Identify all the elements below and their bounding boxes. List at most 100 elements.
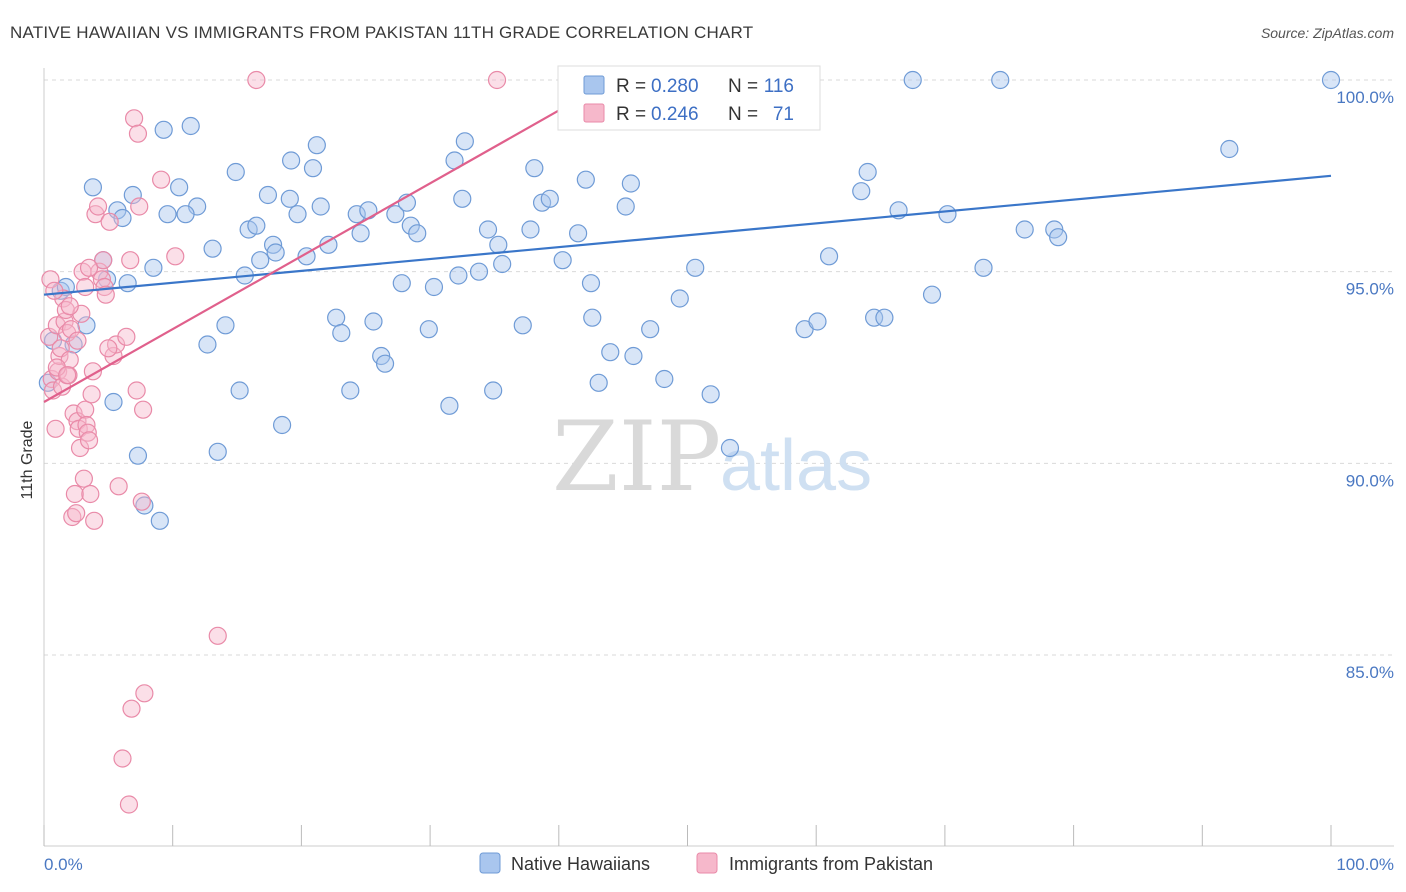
point-0-115 [819, 247, 839, 266]
point-0-49 [364, 312, 383, 331]
stats-legend-swatch-blue [583, 75, 605, 95]
point-1-57 [135, 684, 154, 703]
x-tick-label-end: 100.0% [1336, 855, 1394, 874]
point-1-34 [85, 511, 104, 530]
stats-legend-swatch-pink [583, 103, 605, 123]
y-axis-title: 11th Grade [19, 420, 36, 499]
watermark: ZIP atlas [552, 401, 872, 513]
axes [43, 68, 1394, 847]
point-0-65 [478, 220, 498, 239]
series-pakistan [40, 70, 507, 814]
point-0-75 [569, 224, 588, 243]
point-0-102 [922, 285, 942, 304]
bottom-legend: Native Hawaiians Immigrants from Pakista… [479, 852, 933, 874]
point-0-26 [226, 162, 245, 182]
point-1-28 [77, 415, 96, 435]
stats-legend: R = 0.280 N = 116 R = 0.246 N = 71 [557, 65, 821, 131]
point-0-77 [581, 274, 601, 293]
point-0-79 [589, 373, 608, 392]
point-0-105 [991, 70, 1010, 90]
point-1-16 [61, 320, 81, 339]
point-0-83 [624, 346, 643, 366]
point-0-114 [266, 243, 285, 262]
point-0-39 [303, 159, 323, 178]
point-0-64 [469, 262, 489, 281]
point-0-103 [938, 205, 957, 224]
point-0-74 [553, 251, 572, 270]
point-0-70 [521, 220, 540, 239]
point-0-66 [484, 381, 503, 400]
point-0-12 [123, 185, 142, 205]
y-tick-label-1: 90.0% [1346, 471, 1394, 490]
point-1-31 [81, 484, 100, 504]
point-1-19 [65, 484, 84, 504]
point-0-59 [440, 396, 459, 415]
point-0-76 [576, 170, 595, 189]
point-0-9 [104, 392, 123, 412]
point-0-47 [351, 224, 370, 243]
grid [44, 79, 1394, 656]
point-0-53 [392, 274, 411, 293]
point-0-45 [341, 381, 360, 400]
legend-label-pakistan: Immigrants from Pakistan [729, 854, 933, 874]
point-1-42 [100, 212, 119, 231]
point-1-39 [94, 251, 113, 270]
point-1-48 [119, 795, 139, 814]
point-1-53 [128, 124, 148, 143]
point-0-25 [216, 316, 235, 335]
point-0-20 [181, 116, 200, 136]
point-1-36 [88, 197, 108, 216]
point-0-40 [307, 136, 326, 155]
point-0-84 [641, 320, 660, 339]
point-0-58 [424, 277, 444, 297]
point-0-110 [1321, 70, 1341, 90]
point-0-106 [1015, 220, 1034, 239]
x-tick-label-start: 0.0% [44, 855, 83, 874]
point-0-32 [258, 185, 278, 205]
point-1-26 [74, 469, 93, 488]
point-0-108 [1049, 228, 1068, 247]
point-0-112 [176, 205, 195, 224]
point-0-69 [513, 316, 532, 335]
point-0-99 [875, 308, 894, 327]
point-0-85 [655, 369, 674, 389]
point-0-97 [858, 162, 877, 182]
point-0-6 [83, 178, 103, 197]
point-0-95 [808, 312, 827, 331]
point-1-70 [58, 366, 77, 385]
point-0-68 [493, 254, 512, 274]
point-0-67 [489, 235, 508, 254]
watermark-atlas: atlas [720, 426, 872, 506]
point-0-35 [280, 189, 299, 208]
point-1-49 [121, 251, 140, 270]
point-1-68 [79, 258, 99, 277]
r-value-pink: 0.246 [651, 104, 699, 125]
point-0-34 [272, 415, 292, 435]
legend-swatch-pakistan [696, 852, 718, 874]
point-1-67 [99, 339, 118, 358]
point-0-51 [375, 354, 395, 373]
x-tick-labels: 0.0% 100.0% [44, 855, 1394, 874]
point-1-63 [45, 281, 64, 300]
point-0-73 [540, 189, 559, 208]
point-0-19 [170, 178, 189, 197]
point-1-46 [113, 749, 132, 768]
point-1-69 [68, 331, 87, 350]
y-tick-label-3: 100.0% [1336, 88, 1394, 107]
y-tick-label-2: 95.0% [1346, 280, 1394, 299]
point-1-50 [122, 699, 141, 718]
point-0-46 [347, 205, 366, 224]
legend-label-native-hawaiians: Native Hawaiians [511, 854, 650, 874]
point-0-16 [150, 511, 169, 530]
point-0-62 [453, 189, 472, 208]
point-0-43 [327, 308, 346, 327]
point-1-54 [130, 197, 149, 216]
point-0-78 [583, 308, 602, 327]
r-label-blue: R = [616, 76, 646, 97]
point-0-82 [621, 174, 640, 193]
point-1-30 [79, 431, 99, 450]
point-0-17 [154, 120, 173, 139]
point-1-66 [76, 277, 95, 297]
watermark-zip: ZIP [552, 401, 721, 513]
